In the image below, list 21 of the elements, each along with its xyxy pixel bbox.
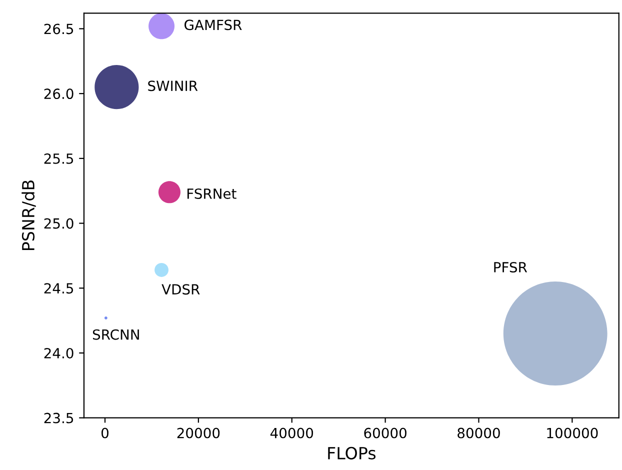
y-tick-label: 26.5: [44, 24, 74, 34]
y-tick-label: 25.5: [44, 153, 74, 164]
x-tick-label: 100000: [547, 428, 598, 438]
y-tick-label: 25.0: [44, 218, 74, 229]
series-label: VDSR: [162, 284, 200, 295]
y-tick-label: 24.0: [44, 348, 74, 358]
series-label: SWINIR: [148, 80, 198, 92]
y-tick-label: 24.5: [44, 283, 74, 294]
series-label: SRCNN: [92, 329, 139, 340]
x-tick-label: 80000: [458, 428, 500, 438]
x-tick-label: 60000: [364, 428, 406, 438]
series-label: GAMFSR: [184, 20, 242, 30]
x-tick-label: 0: [101, 428, 108, 438]
y-tick-label: 23.5: [44, 412, 74, 424]
series-label: FSRNet: [187, 188, 236, 199]
x-tick-label: 40000: [270, 428, 314, 438]
y-axis-title: PSNR/dB: [22, 180, 36, 250]
x-axis-title: FLOPs: [328, 446, 376, 460]
x-tick-label: 20000: [177, 428, 220, 438]
series-label: PFSR: [494, 262, 528, 272]
y-tick-label: 26.0: [44, 88, 74, 100]
